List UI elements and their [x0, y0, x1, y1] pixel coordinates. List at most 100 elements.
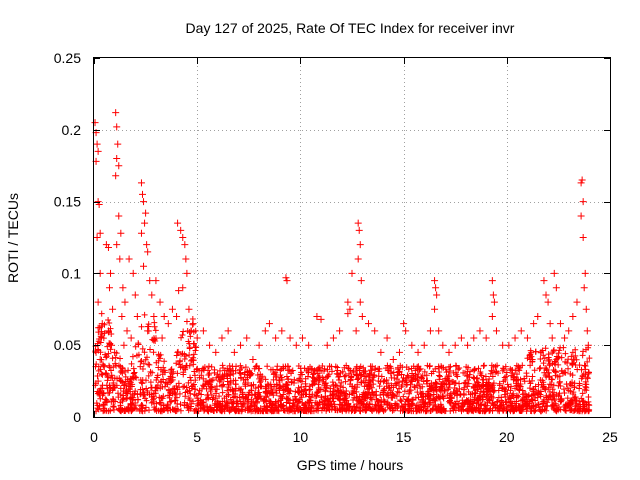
- dense-point: [384, 399, 391, 406]
- dense-point: [158, 378, 165, 385]
- data-point: [116, 255, 124, 263]
- dense-point: [279, 383, 286, 390]
- dense-point: [537, 355, 544, 362]
- data-point: [115, 162, 123, 170]
- data-point: [534, 312, 542, 320]
- dense-point: [381, 385, 388, 392]
- dense-point: [543, 407, 550, 414]
- data-point: [400, 320, 408, 328]
- dense-point: [125, 386, 132, 393]
- data-point: [107, 269, 115, 277]
- dense-point: [240, 393, 247, 400]
- dense-point: [173, 394, 180, 401]
- dense-point: [95, 406, 102, 413]
- dense-point: [178, 334, 185, 341]
- dense-point: [190, 351, 197, 358]
- dense-point: [464, 377, 471, 384]
- dense-point: [478, 372, 485, 379]
- dense-point: [501, 391, 508, 398]
- dense-point: [380, 397, 387, 404]
- dense-point: [306, 386, 313, 393]
- dense-point: [447, 399, 454, 406]
- dense-point: [403, 379, 410, 386]
- data-point: [408, 341, 416, 349]
- data-point: [255, 341, 263, 349]
- dense-point: [257, 408, 264, 415]
- dense-point: [174, 370, 181, 377]
- dense-point: [319, 398, 326, 405]
- dense-point: [476, 392, 483, 399]
- dense-point: [164, 407, 171, 414]
- dense-point: [101, 407, 108, 414]
- dense-point: [318, 367, 325, 374]
- dense-point: [117, 402, 124, 409]
- dense-point: [152, 335, 159, 342]
- dense-point: [349, 383, 356, 390]
- dense-point: [558, 367, 565, 374]
- dense-point: [221, 405, 228, 412]
- dense-point: [264, 363, 271, 370]
- dense-point: [526, 378, 533, 385]
- dense-point: [522, 398, 529, 405]
- dense-point: [529, 356, 536, 363]
- data-point: [94, 198, 102, 206]
- data-point: [336, 327, 344, 335]
- dense-point: [557, 398, 564, 405]
- dense-point: [302, 380, 309, 387]
- dense-point: [419, 373, 426, 380]
- dense-point: [219, 382, 226, 389]
- dense-point: [585, 393, 592, 400]
- dense-point: [150, 396, 157, 403]
- dense-point: [156, 355, 163, 362]
- dense-point: [288, 378, 295, 385]
- dense-point: [430, 391, 437, 398]
- dense-point: [264, 391, 271, 398]
- data-point: [179, 284, 187, 292]
- y-tick-label: 0: [73, 409, 81, 425]
- dense-point: [136, 406, 143, 413]
- dense-point: [351, 390, 358, 397]
- dense-point: [482, 373, 489, 380]
- dense-point: [150, 390, 157, 397]
- dense-point: [531, 367, 538, 374]
- data-point: [305, 341, 313, 349]
- dense-point: [354, 370, 361, 377]
- dense-point: [298, 394, 305, 401]
- dense-point: [523, 373, 530, 380]
- data-point: [344, 310, 352, 318]
- dense-point: [461, 392, 468, 399]
- data-point: [581, 269, 589, 277]
- dense-point: [432, 397, 439, 404]
- dense-point: [442, 375, 449, 382]
- dense-point: [131, 390, 138, 397]
- dense-point: [314, 405, 321, 412]
- data-point: [173, 312, 181, 320]
- dense-point: [496, 405, 503, 412]
- dense-point: [190, 361, 197, 368]
- dense-point: [362, 407, 369, 414]
- dense-point: [306, 406, 313, 413]
- dense-point: [201, 364, 208, 371]
- dense-point: [560, 386, 567, 393]
- dense-point: [471, 366, 478, 373]
- dense-point: [337, 401, 344, 408]
- dense-point: [131, 369, 138, 376]
- data-point: [552, 284, 560, 292]
- dense-point: [147, 384, 154, 391]
- data-point: [174, 219, 182, 227]
- dense-point: [571, 394, 578, 401]
- dense-point: [503, 407, 510, 414]
- dense-point: [453, 363, 460, 370]
- dense-point: [193, 392, 200, 399]
- dense-point: [371, 372, 378, 379]
- dense-point: [124, 394, 131, 401]
- dense-point: [250, 381, 257, 388]
- dense-point: [509, 370, 516, 377]
- dense-point: [471, 404, 478, 411]
- dense-point: [574, 408, 581, 415]
- dense-point: [254, 372, 261, 379]
- dense-point: [552, 369, 559, 376]
- dense-point: [142, 395, 149, 402]
- dense-point: [513, 382, 520, 389]
- dense-point: [380, 387, 387, 394]
